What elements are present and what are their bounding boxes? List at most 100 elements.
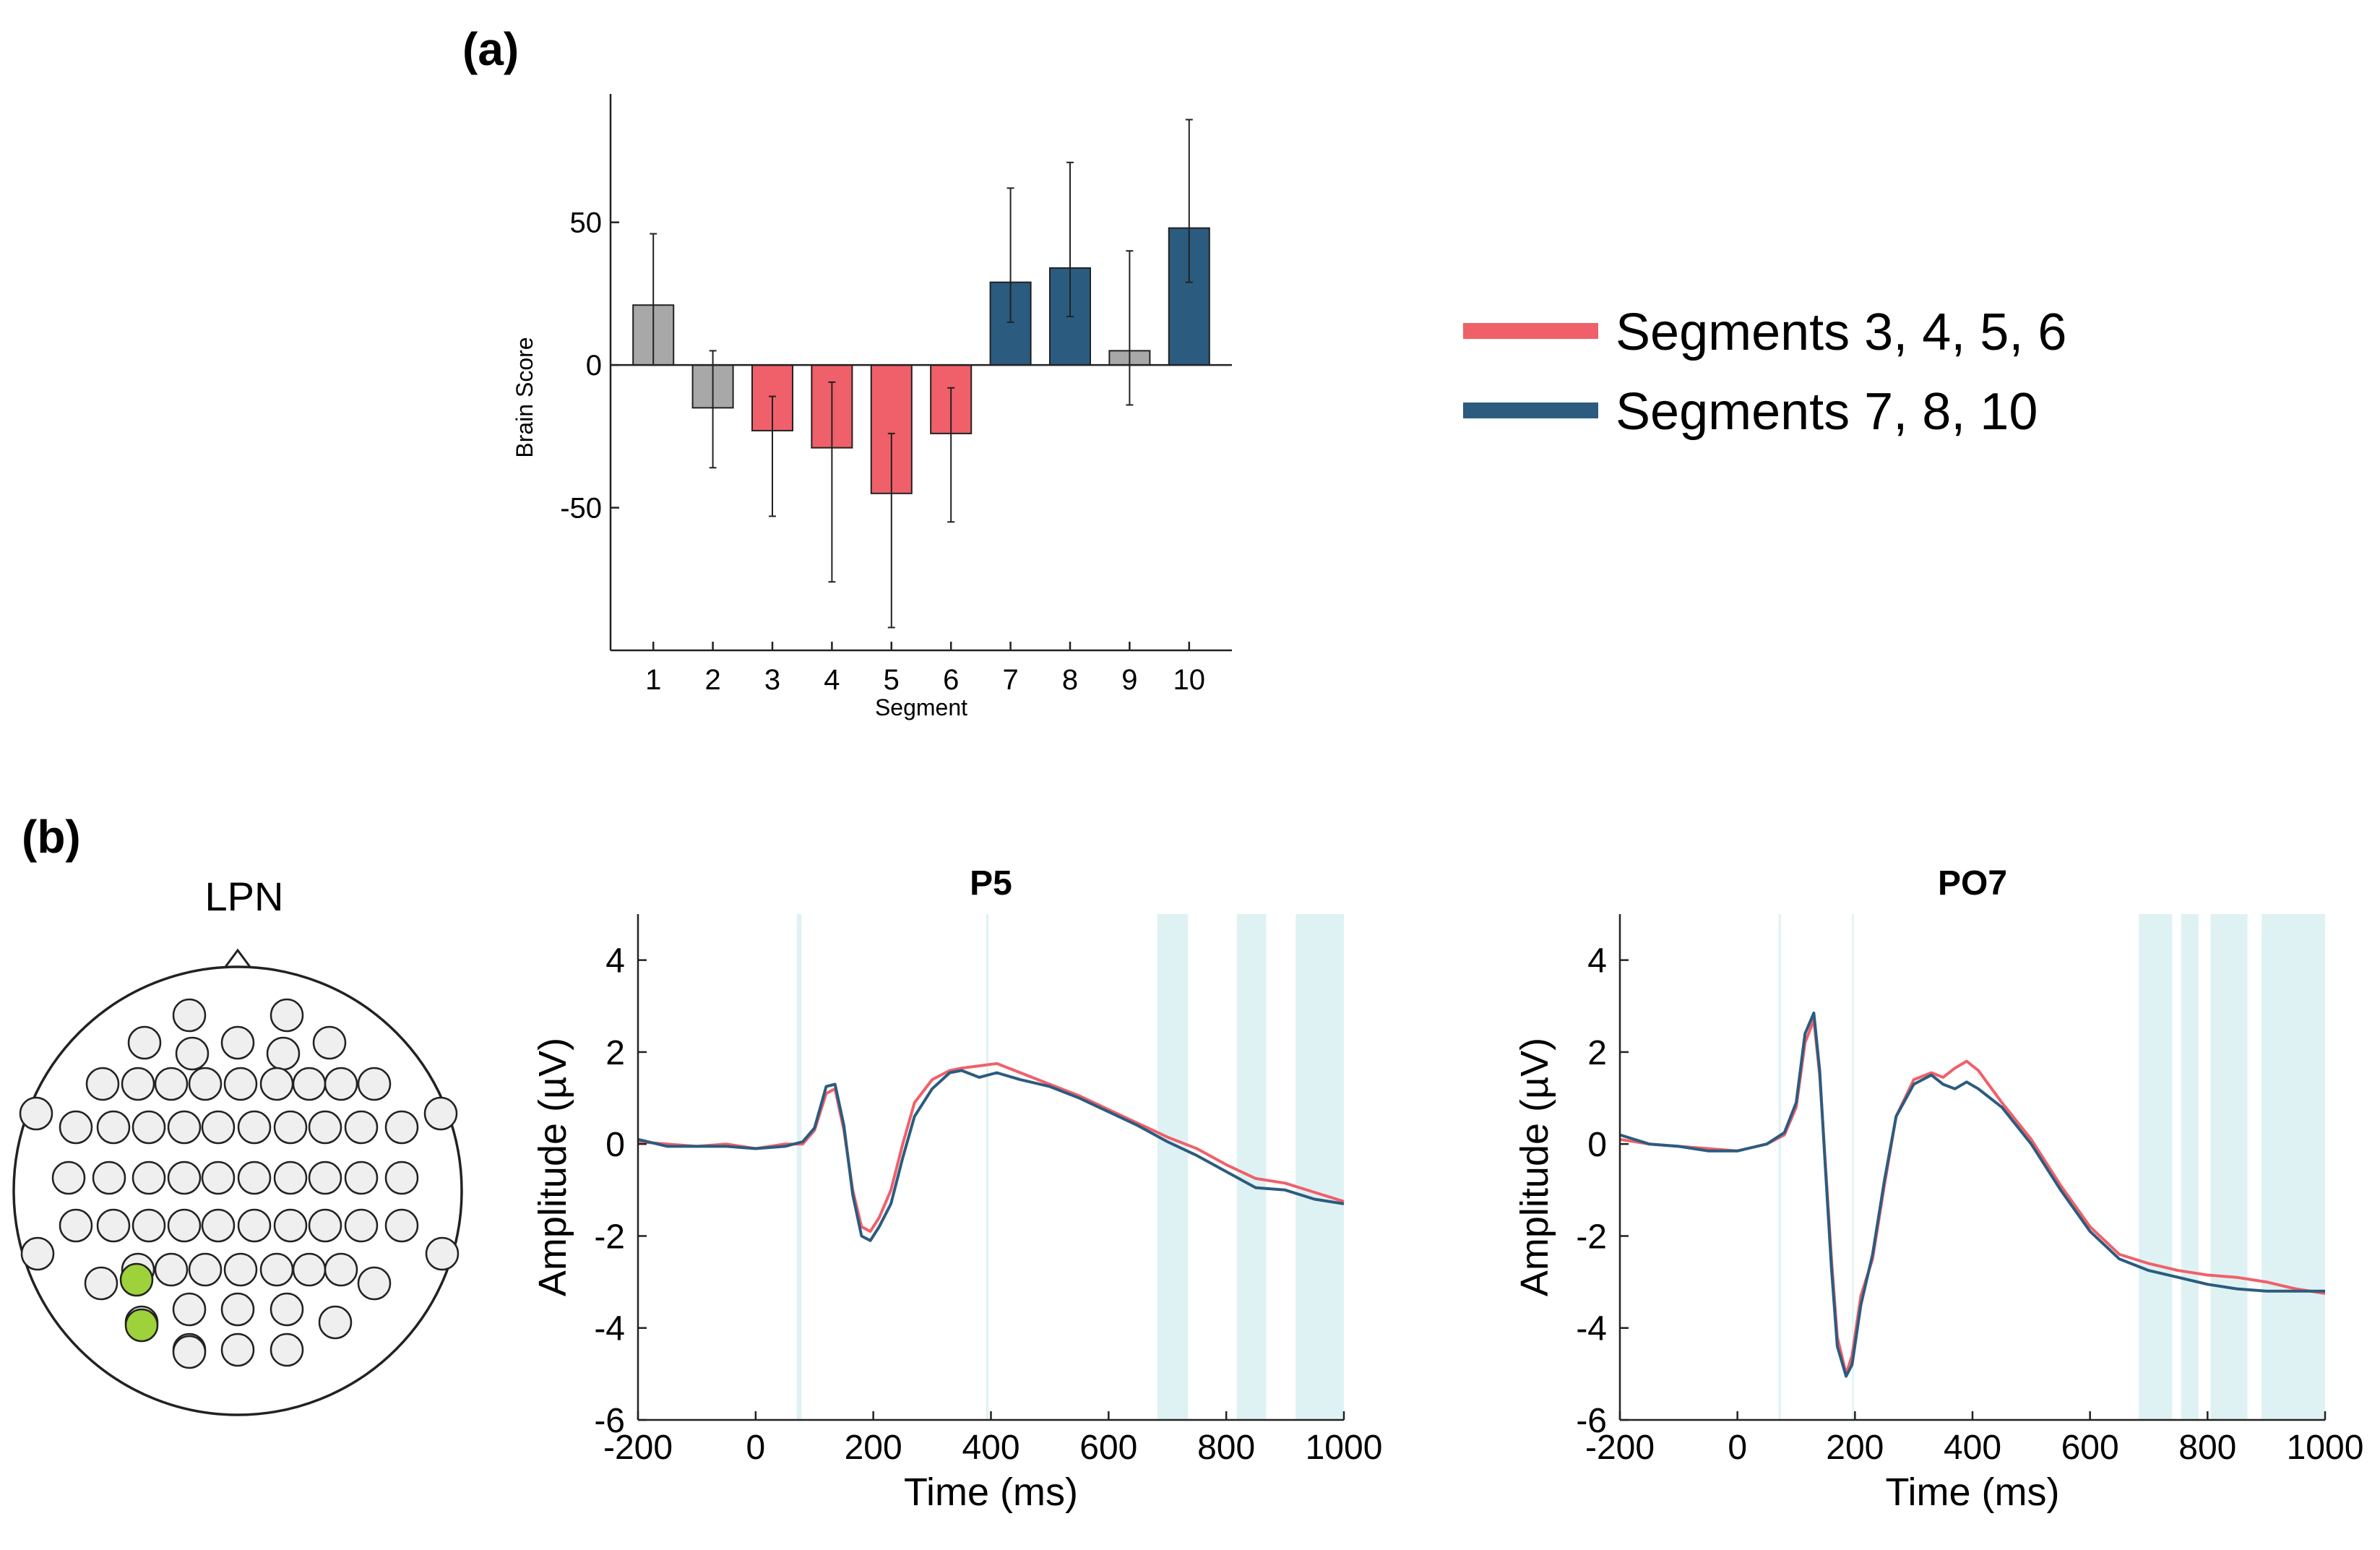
bar-y-tick-label: -50	[560, 493, 602, 525]
electrode	[201, 1208, 236, 1243]
significance-shade	[1852, 914, 1854, 1420]
po7-y-tick-label: -6	[1576, 1402, 1607, 1440]
significance-shade	[1236, 914, 1267, 1420]
electrode	[423, 1096, 458, 1131]
electrode	[172, 998, 207, 1033]
electrode	[308, 1110, 342, 1145]
po7-y-tick-label: -2	[1576, 1218, 1607, 1256]
electrode	[273, 1161, 308, 1195]
p5-y-axis-label: Amplitude (µV)	[531, 1038, 574, 1296]
erp-plot-p5: -200 0 200 400 600 800 1000 -6 -4 -2 0 2 4 P5 Time (ms…	[531, 864, 1382, 1514]
significance-shade	[2210, 914, 2248, 1420]
po7-title: PO7	[1938, 864, 2007, 903]
bar-ticks: 1 2 3 4 5 6 7 8 9 10 -50 0 50	[560, 207, 1205, 696]
po7-series-blue	[1619, 1011, 2325, 1378]
po7-x-tick-label: 400	[1944, 1429, 2001, 1467]
significance-shade	[1157, 914, 1189, 1420]
electrode	[344, 1110, 379, 1145]
electrode	[357, 1266, 392, 1301]
electrode	[312, 1025, 347, 1060]
electrode	[131, 1161, 166, 1195]
bar-x-tick-label: 3	[764, 664, 780, 696]
bar-y-tick-label: 0	[586, 350, 602, 382]
electrode	[324, 1067, 358, 1101]
p5-x-axis-label: Time (ms)	[904, 1471, 1078, 1514]
electrode	[175, 1036, 210, 1071]
electrode	[51, 1161, 86, 1195]
bar-x-tick-label: 2	[704, 664, 720, 696]
po7-x-tick-label: 600	[2061, 1429, 2119, 1467]
electrode	[59, 1208, 93, 1243]
bar-x-tick-label: 1	[645, 664, 661, 696]
significance-shade	[796, 914, 802, 1420]
electrode	[131, 1208, 166, 1243]
electrode	[237, 1161, 272, 1195]
bar-x-tick-label: 8	[1062, 664, 1078, 696]
bar-x-tick-label: 6	[943, 664, 959, 696]
panel-label-a: (a)	[462, 23, 519, 75]
topomap-title: LPN	[205, 874, 284, 919]
electrode	[292, 1067, 327, 1101]
p5-x-tick-label: 200	[845, 1429, 902, 1467]
electrode	[220, 1332, 255, 1367]
po7-x-tick-label: 200	[1826, 1429, 1884, 1467]
po7-y-axis-label: Amplitude (µV)	[1513, 1038, 1556, 1296]
p5-y-tick-label: 4	[605, 942, 625, 981]
bar-x-axis-label: Segment	[875, 694, 967, 720]
p5-title: P5	[970, 864, 1012, 903]
bar-y-tick-label: 50	[570, 207, 603, 239]
electrode	[270, 998, 304, 1033]
electrode	[344, 1208, 379, 1243]
electrode	[201, 1110, 236, 1145]
p5-x-tick-label: 600	[1079, 1429, 1137, 1467]
po7-y-tick-label: 2	[1587, 1034, 1607, 1072]
electrode	[384, 1110, 419, 1145]
electrode	[220, 1025, 255, 1060]
p5-x-tick-label: 800	[1197, 1429, 1255, 1467]
electrode	[344, 1161, 379, 1195]
erp-plot-po7: -200 0 200 400 600 800 1000 -6 -4 -2 0 2 4 PO7 Time (m…	[1513, 864, 2363, 1514]
significance-shade	[1295, 914, 1344, 1420]
po7-x-tick-label: 1000	[2287, 1429, 2364, 1467]
legend-label-blue: Segments 7, 8, 10	[1616, 383, 2038, 441]
electrode	[188, 1252, 223, 1287]
electrode	[384, 1161, 419, 1195]
electrode	[121, 1067, 155, 1101]
po7-x-tick-label: 0	[1728, 1429, 1747, 1467]
electrode	[127, 1025, 162, 1060]
electrode	[273, 1208, 308, 1243]
p5-y-tick-label: -4	[594, 1310, 625, 1348]
electrode	[259, 1252, 294, 1287]
electrode	[154, 1252, 189, 1287]
significance-shade	[1778, 914, 1781, 1420]
electrode	[292, 1252, 327, 1287]
p5-series-blue	[637, 1069, 1345, 1242]
electrode	[96, 1208, 131, 1243]
electrode	[324, 1252, 358, 1287]
panel-label-b: (b)	[22, 811, 81, 863]
p5-y-tick-label: -2	[594, 1218, 625, 1256]
significance-shade	[2262, 914, 2325, 1420]
electrode	[188, 1067, 223, 1101]
electrode	[237, 1110, 272, 1145]
bar-x-tick-label: 7	[1002, 664, 1018, 696]
electrode	[308, 1208, 342, 1243]
electrode	[223, 1252, 258, 1287]
electrode	[20, 1236, 55, 1271]
electrode	[84, 1266, 118, 1301]
electrode	[131, 1110, 166, 1145]
brain-score-bar-chart: 1 2 3 4 5 6 7 8 9 10 -50 0 50 Segment Brain Score	[512, 94, 1232, 720]
electrode	[259, 1067, 294, 1101]
bar-x-tick-label: 9	[1121, 664, 1137, 696]
electrode	[318, 1305, 353, 1340]
electrode	[85, 1067, 120, 1101]
nose-icon	[224, 948, 251, 968]
electrode	[270, 1292, 304, 1327]
electrode	[172, 1335, 207, 1369]
electrode	[266, 1036, 301, 1071]
electrode	[172, 1292, 207, 1327]
electrode	[308, 1161, 342, 1195]
electrode	[92, 1161, 126, 1195]
electrode	[59, 1110, 93, 1145]
